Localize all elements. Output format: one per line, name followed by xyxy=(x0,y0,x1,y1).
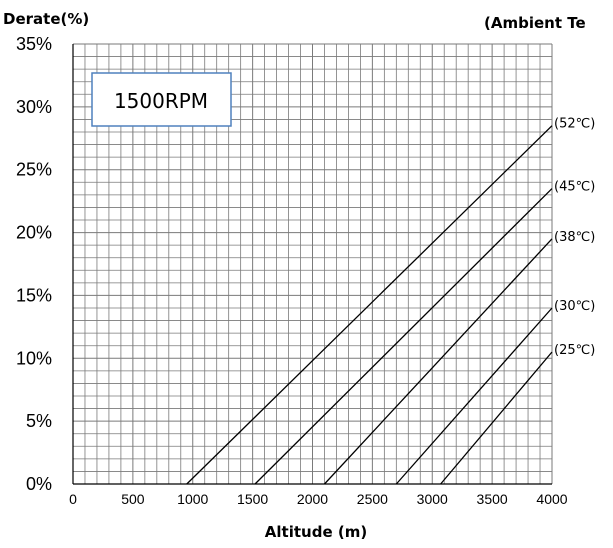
x-axis-title: Altitude (m) xyxy=(265,523,367,541)
y-tick-label: 5% xyxy=(26,411,52,431)
x-tick-labels: 0 500 1000 1500 2000 2500 3000 3500 4000 xyxy=(69,491,568,507)
series-label: (25℃) xyxy=(554,343,595,358)
y-tick-label: 10% xyxy=(16,348,52,368)
series-label: (30℃) xyxy=(554,299,595,314)
y-tick-label: 35% xyxy=(16,34,52,54)
series-label: (38℃) xyxy=(554,230,595,245)
y-axis-title: Derate(%) xyxy=(3,10,89,28)
y-tick-label: 20% xyxy=(16,223,52,243)
x-tick-label: 1000 xyxy=(177,491,208,507)
series-labels: (52℃) (45℃) (38℃) (30℃) (25℃) xyxy=(554,117,595,358)
axes xyxy=(72,44,552,485)
x-tick-label: 2500 xyxy=(357,491,388,507)
x-tick-label: 0 xyxy=(69,491,77,507)
legend-title: (Ambient Te xyxy=(484,14,586,32)
x-tick-label: 2000 xyxy=(297,491,328,507)
x-tick-label: 4000 xyxy=(536,491,567,507)
y-tick-labels: 0% 5% 10% 15% 20% 25% 30% 35% xyxy=(16,34,52,494)
x-tick-label: 3500 xyxy=(477,491,508,507)
y-tick-label: 15% xyxy=(16,285,52,305)
x-tick-label: 3000 xyxy=(417,491,448,507)
series-line xyxy=(186,125,553,485)
series-label: (45℃) xyxy=(554,180,595,195)
series-label: (52℃) xyxy=(554,117,595,132)
rpm-annotation-box xyxy=(91,72,232,127)
y-tick-label: 0% xyxy=(26,474,52,494)
x-tick-label: 500 xyxy=(121,491,145,507)
series-line xyxy=(254,188,553,485)
y-tick-label: 30% xyxy=(16,97,52,117)
series-line xyxy=(323,238,553,485)
y-tick-label: 25% xyxy=(16,160,52,180)
series-line xyxy=(395,307,553,485)
x-tick-label: 1500 xyxy=(237,491,268,507)
rpm-annotation: 1500RPM xyxy=(114,89,208,113)
series-line xyxy=(440,351,553,485)
series-lines xyxy=(186,125,553,485)
